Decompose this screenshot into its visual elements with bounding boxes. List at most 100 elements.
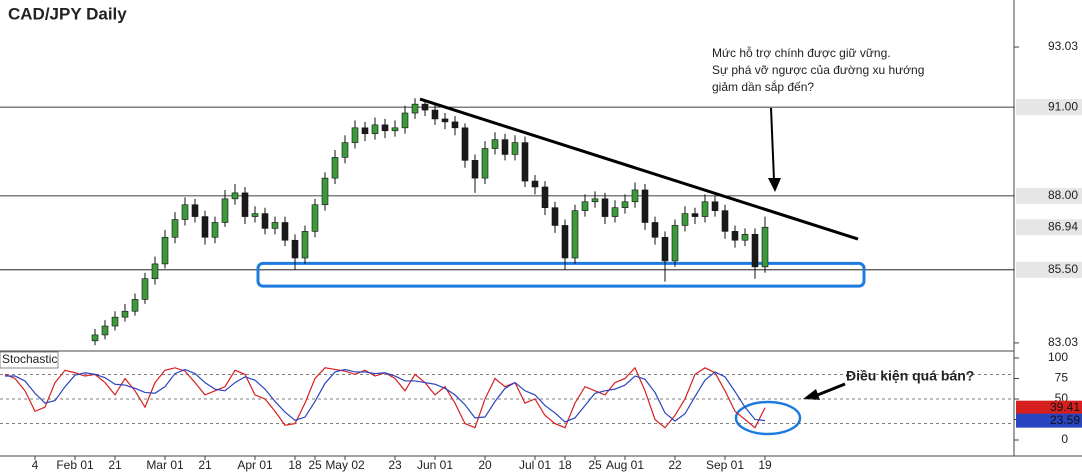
candle-body xyxy=(91,334,99,342)
candle-body xyxy=(661,236,669,262)
value-label: 39.41 xyxy=(1050,400,1080,414)
annotation-arrow xyxy=(768,107,781,192)
candle-body xyxy=(341,142,349,158)
candle-body xyxy=(741,234,749,241)
trendline xyxy=(419,97,859,241)
candle-body xyxy=(211,222,219,238)
panel-label-box xyxy=(0,351,59,369)
value-label: 23.59 xyxy=(1050,413,1080,427)
candle-body xyxy=(471,160,479,179)
candle-body xyxy=(441,118,449,123)
candle-body xyxy=(451,121,459,129)
candle-body xyxy=(111,316,119,327)
x-tick-label: Sep 01 xyxy=(706,458,744,472)
candle-body xyxy=(541,186,549,208)
candle-body xyxy=(321,177,329,206)
candle-body xyxy=(491,139,499,149)
value-box xyxy=(1016,413,1082,428)
y-tick-label: 93.03 xyxy=(1048,39,1078,53)
x-tick-label: 18 xyxy=(288,458,302,472)
candle-body xyxy=(481,148,489,179)
candle-body xyxy=(221,198,229,223)
y-tick-label: 100 xyxy=(1048,350,1068,364)
candle-body xyxy=(381,124,389,132)
x-tick-label: 20 xyxy=(478,458,492,472)
candle-body xyxy=(351,127,359,143)
candle-body xyxy=(231,192,239,200)
chart-title: CAD/JPY Daily xyxy=(8,4,127,23)
level-label: 88.00 xyxy=(1048,188,1078,202)
x-tick-label: Apr 01 xyxy=(237,458,273,472)
candle-body xyxy=(201,216,209,238)
candle-body xyxy=(531,180,539,188)
candle-body xyxy=(121,310,129,318)
x-tick-label: Aug 01 xyxy=(606,458,644,472)
candle-body xyxy=(171,219,179,238)
annotation-text: Mức hỗ trợ chính được giữ vững. xyxy=(712,45,891,60)
candle-body xyxy=(551,207,559,226)
candle-body xyxy=(311,204,319,232)
candle-body xyxy=(241,192,249,217)
candle-body xyxy=(331,157,339,179)
candle-body xyxy=(371,124,379,135)
candle-body xyxy=(181,204,189,220)
last-price-label: 86.94 xyxy=(1048,219,1078,233)
annotation-text: Sự phá vỡ ngược của đường xu hướng xyxy=(712,63,924,77)
annotation-box xyxy=(698,40,910,102)
candle-body xyxy=(701,201,709,217)
x-tick-label: 21 xyxy=(108,458,122,472)
candle-body xyxy=(261,213,269,229)
candle-body xyxy=(631,189,639,203)
candle-body xyxy=(271,222,279,229)
candle-body xyxy=(151,263,159,279)
panel-label: Stochastic xyxy=(2,352,57,366)
candle-body xyxy=(131,299,139,312)
last-price-box xyxy=(1016,219,1082,236)
level-label-box xyxy=(1016,99,1082,116)
x-tick-label: Jul 01 xyxy=(519,458,551,472)
x-tick-label: Feb 01 xyxy=(56,458,94,472)
candle-body xyxy=(361,127,369,135)
oversold-circle xyxy=(734,400,802,436)
x-tick-label: Mar 01 xyxy=(146,458,184,472)
candle-body xyxy=(611,207,619,217)
level-label: 91.00 xyxy=(1048,99,1078,113)
candle-body xyxy=(401,112,409,129)
candle-body xyxy=(291,239,299,259)
candle-body xyxy=(511,142,519,155)
candle-body xyxy=(571,210,579,259)
candle-body xyxy=(161,236,169,265)
candle-body xyxy=(681,213,689,226)
candle-body xyxy=(591,198,599,203)
x-tick-label: 4 xyxy=(32,458,39,472)
support-zone xyxy=(256,261,866,288)
candle-body xyxy=(101,325,109,336)
x-tick-label: 25 xyxy=(588,458,602,472)
candle-body xyxy=(421,103,429,111)
candle-body xyxy=(251,213,259,217)
x-tick-label: 25 xyxy=(308,458,322,472)
candle-body xyxy=(651,222,659,238)
annotation-text: giảm dần sắp đến? xyxy=(712,79,814,94)
candle-body xyxy=(461,127,469,161)
level-label-box xyxy=(1016,261,1082,278)
candle-body xyxy=(281,222,289,241)
oversold-arrow xyxy=(803,382,846,400)
x-tick-label: 21 xyxy=(198,458,212,472)
candle-body xyxy=(391,127,399,132)
x-tick-label: 18 xyxy=(558,458,572,472)
y-tick-label: 83.03 xyxy=(1048,335,1078,349)
candle-body xyxy=(711,201,719,211)
candle-body xyxy=(141,278,149,300)
value-box xyxy=(1016,400,1082,415)
level-label-box xyxy=(1016,187,1082,204)
candle-body xyxy=(411,103,419,114)
x-tick-label: Jun 01 xyxy=(417,458,453,472)
x-tick-label: 23 xyxy=(388,458,402,472)
candle-body xyxy=(501,139,509,155)
candle-body xyxy=(431,109,439,120)
candle-body xyxy=(581,201,589,211)
x-tick-label: 19 xyxy=(758,458,772,472)
y-tick-label: 75 xyxy=(1055,371,1069,385)
